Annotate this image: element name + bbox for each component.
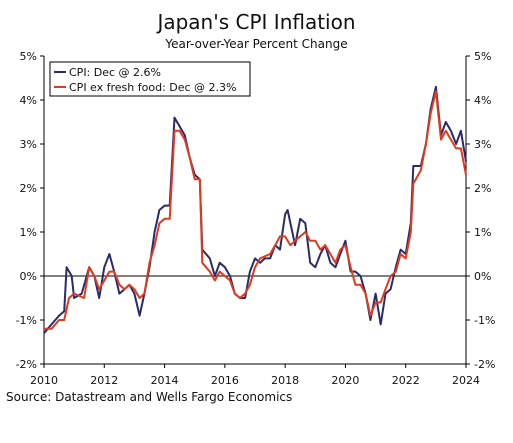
y-tick-label-right: 2% bbox=[474, 182, 491, 195]
x-tick-label: 2020 bbox=[331, 374, 359, 387]
x-tick-label: 2014 bbox=[151, 374, 179, 387]
y-tick-label-left: 0% bbox=[20, 270, 37, 283]
y-tick-label-right: 4% bbox=[474, 94, 491, 107]
x-tick-label: 2018 bbox=[271, 374, 299, 387]
y-tick-label-left: 2% bbox=[20, 182, 37, 195]
chart-subtitle: Year-over-Year Percent Change bbox=[165, 37, 348, 51]
chart-axes bbox=[43, 56, 467, 365]
chart-title: Japan's CPI Inflation bbox=[157, 10, 356, 34]
legend-box bbox=[49, 61, 251, 97]
source-note: Source: Datastream and Wells Fargo Econo… bbox=[6, 390, 293, 404]
y-tick-label-left: -2% bbox=[16, 358, 37, 371]
y-tick-label-left: -1% bbox=[16, 314, 37, 327]
y-tick-label-right: 5% bbox=[474, 50, 491, 63]
legend-entry: CPI ex fresh food: Dec @ 2.3% bbox=[69, 81, 237, 94]
x-tick-label: 2012 bbox=[90, 374, 118, 387]
x-tick-label: 2022 bbox=[392, 374, 420, 387]
cpi-series-line bbox=[43, 85, 467, 334]
y-tick-label-right: -1% bbox=[474, 314, 495, 327]
legend-entry: CPI: Dec @ 2.6% bbox=[69, 66, 161, 79]
y-tick-label-left: 5% bbox=[20, 50, 37, 63]
chart-ticks: -2% -2% -1% -1% 0% 0% 1% 1% 2% 2% 3% 3% 4% 4% 5% 5% 2010… bbox=[16, 50, 496, 387]
x-tick-label: 2010 bbox=[30, 374, 58, 387]
chart-series bbox=[43, 85, 467, 334]
chart-legend: CPI: Dec @ 2.6% CPI ex fresh food: Dec @ … bbox=[49, 61, 251, 97]
y-tick-label-right: 0% bbox=[474, 270, 491, 283]
y-tick-label-left: 1% bbox=[20, 226, 37, 239]
y-tick-label-right: 3% bbox=[474, 138, 491, 151]
y-tick-label-left: 3% bbox=[20, 138, 37, 151]
x-tick-label: 2016 bbox=[211, 374, 239, 387]
y-tick-label-left: 4% bbox=[20, 94, 37, 107]
x-tick-label: 2024 bbox=[452, 374, 480, 387]
y-tick-label-right: 1% bbox=[474, 226, 491, 239]
y-tick-label-right: -2% bbox=[474, 358, 495, 371]
cpi-ex-fresh-food-series-line bbox=[44, 90, 467, 330]
